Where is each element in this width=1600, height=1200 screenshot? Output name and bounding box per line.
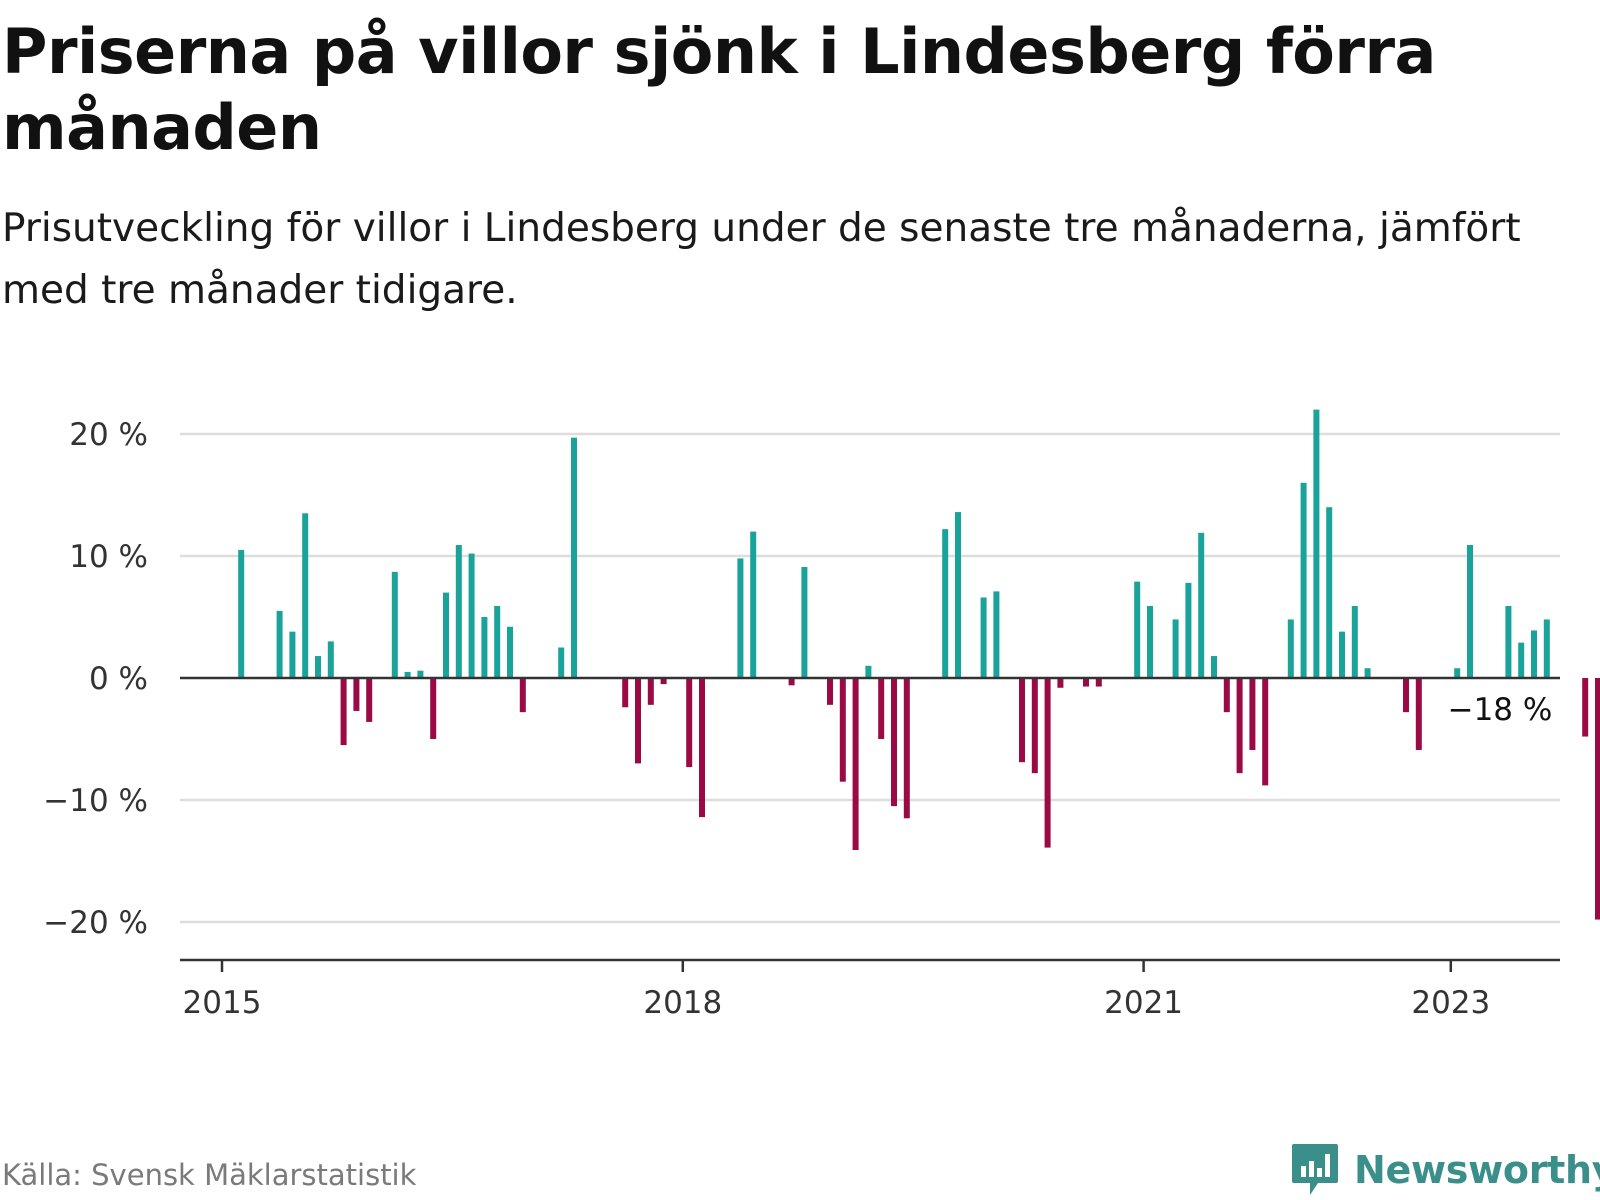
bar	[366, 678, 373, 722]
bar	[1236, 678, 1243, 774]
y-axis-labels: 20 % 10 % 0 % −10 % −20 %	[43, 417, 148, 941]
bar	[1403, 678, 1409, 713]
bar	[238, 549, 245, 678]
bar	[801, 566, 808, 678]
bar	[1198, 532, 1205, 678]
bar	[455, 545, 462, 678]
bar	[327, 641, 334, 678]
bar	[1313, 409, 1320, 678]
bar	[839, 678, 846, 782]
bar-chart: 20 % 10 % 0 % −10 % −20 % 2015 2018 2021 2023 −…	[43, 409, 1600, 1021]
x-tick-label: 2015	[183, 985, 262, 1021]
bar	[788, 678, 795, 686]
bar	[507, 626, 513, 678]
bar	[1339, 631, 1345, 678]
bar	[302, 513, 309, 678]
bar	[737, 558, 744, 678]
bar	[1019, 678, 1025, 763]
bars	[238, 409, 1600, 920]
bar	[635, 678, 641, 764]
source-note: Källa: Svensk Mäklarstatistik	[2, 1158, 417, 1192]
bar	[443, 592, 449, 678]
x-tick-label: 2021	[1104, 985, 1183, 1021]
bar	[1262, 678, 1269, 786]
bar	[891, 678, 897, 807]
bar	[1287, 619, 1294, 678]
bar	[315, 656, 321, 678]
bar	[391, 571, 398, 678]
bar	[1415, 678, 1422, 750]
bar	[1454, 668, 1461, 678]
bar	[827, 678, 833, 705]
bar	[1364, 668, 1371, 678]
x-axis: 2015 2018 2021 2023	[180, 958, 1560, 1021]
bar	[660, 678, 667, 685]
bar	[494, 606, 501, 678]
bar	[865, 665, 872, 678]
bar	[1057, 678, 1064, 688]
bar	[750, 531, 757, 678]
bar	[1223, 678, 1230, 713]
x-tick-label: 2018	[643, 985, 722, 1021]
bar	[404, 671, 411, 678]
y-tick-label: 10 %	[69, 539, 148, 575]
y-tick-label: −20 %	[43, 905, 148, 941]
bar	[942, 529, 949, 678]
bar	[1326, 507, 1333, 678]
bar	[699, 678, 705, 818]
bar	[647, 678, 654, 705]
bar	[686, 678, 693, 768]
bar	[276, 610, 283, 678]
bar	[1083, 678, 1089, 687]
bar	[1147, 606, 1153, 678]
bar	[1172, 619, 1179, 678]
bar	[852, 678, 859, 851]
bar	[1505, 606, 1512, 678]
bar	[1595, 678, 1600, 920]
bar	[1044, 678, 1051, 848]
bar	[468, 553, 475, 678]
bar	[622, 678, 629, 708]
bar	[1031, 678, 1038, 774]
chart-title: Priserna på villor sjönk i Lindesberg fö…	[2, 15, 1436, 164]
bar	[903, 678, 910, 819]
bar	[571, 437, 577, 678]
annotations: −18 %	[1448, 692, 1553, 728]
bar	[340, 678, 347, 746]
y-tick-label: 0 %	[89, 661, 148, 697]
bar	[417, 670, 424, 678]
bar	[1300, 482, 1307, 678]
last-value-label: −18 %	[1448, 692, 1553, 728]
x-tick-label: 2023	[1411, 985, 1490, 1021]
bar	[955, 512, 961, 678]
bar	[1351, 606, 1358, 678]
y-tick-label: −10 %	[43, 783, 148, 819]
brand-name: Newsworthy	[1354, 1148, 1600, 1192]
bar	[1518, 642, 1525, 678]
bar	[1211, 656, 1217, 678]
bar	[1249, 678, 1256, 750]
brand-logo: Newsworthy	[1290, 1141, 1600, 1199]
bar	[878, 678, 885, 739]
bar	[1185, 582, 1192, 678]
bar	[353, 678, 360, 711]
bar	[481, 617, 488, 678]
y-tick-label: 20 %	[69, 417, 148, 453]
bar	[558, 647, 565, 678]
bar	[1582, 678, 1589, 737]
bar	[289, 631, 296, 678]
newsworthy-logo-icon	[1292, 1144, 1338, 1195]
bar	[1095, 678, 1102, 687]
bar	[519, 678, 526, 713]
bar	[430, 678, 437, 739]
bar	[1134, 581, 1141, 678]
chart-subtitle: Prisutveckling för villor i Lindesberg u…	[2, 206, 1521, 313]
bar	[1543, 619, 1550, 678]
bar	[1531, 630, 1537, 678]
bar	[993, 591, 1000, 678]
bar	[980, 597, 987, 678]
bar	[1467, 545, 1473, 678]
